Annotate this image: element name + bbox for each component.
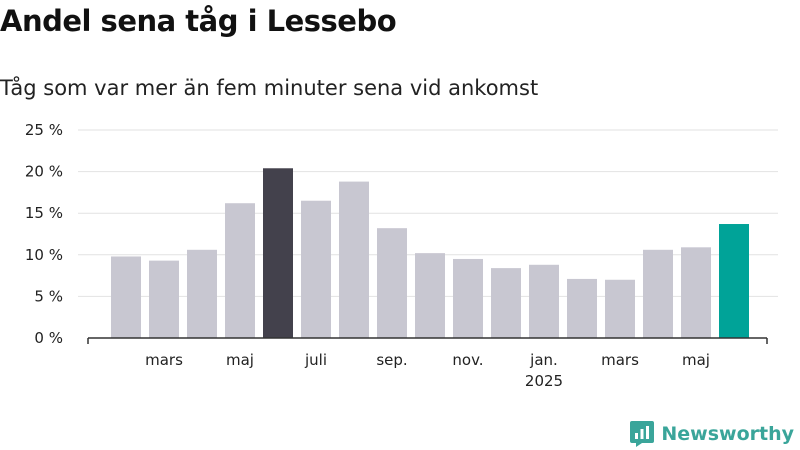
bar (187, 249, 217, 338)
x-tick-label: jan. (529, 351, 558, 369)
y-axis-labels: 0 % 5 % 10 % 15 % 20 % 25 % (25, 121, 63, 347)
y-tick-label: 0 % (34, 329, 63, 347)
bar (377, 228, 407, 338)
bar (567, 278, 597, 338)
bar (111, 256, 141, 338)
x-tick-label: sep. (376, 351, 407, 369)
bar (339, 181, 369, 338)
bar (149, 260, 179, 338)
bar (605, 279, 635, 338)
x-tick-label: juli (304, 351, 327, 369)
bar (453, 258, 483, 338)
bar (263, 168, 293, 338)
x-tick-label: maj (682, 351, 710, 369)
bar (415, 253, 445, 338)
chart-title: Andel sena tåg i Lessebo (0, 4, 397, 38)
bar (225, 203, 255, 338)
bar (719, 224, 749, 338)
x-tick-label: maj (226, 351, 254, 369)
chart-subtitle: Tåg som var mer än fem minuter sena vid … (0, 76, 539, 100)
y-tick-label: 5 % (34, 287, 63, 305)
x-tick-label: mars (601, 351, 639, 369)
bars (111, 168, 749, 338)
y-tick-label: 20 % (25, 163, 63, 181)
bar (643, 249, 673, 338)
y-tick-label: 15 % (25, 204, 63, 222)
brand-name: Newsworthy (661, 423, 794, 445)
x-tick-label: nov. (452, 351, 483, 369)
y-tick-label: 10 % (25, 246, 63, 264)
bar (491, 268, 521, 338)
newsworthy-logo: Newsworthy (629, 420, 794, 448)
y-tick-label: 25 % (25, 121, 63, 139)
bar (301, 200, 331, 338)
bar (529, 264, 559, 338)
x-tick-label: mars (145, 351, 183, 369)
bar (681, 247, 711, 338)
x-axis: mars maj juli sep. nov. jan. 2025 mars maj (87, 337, 768, 390)
x-tick-sublabel: 2025 (525, 372, 563, 390)
newsworthy-logo-icon (630, 421, 655, 447)
